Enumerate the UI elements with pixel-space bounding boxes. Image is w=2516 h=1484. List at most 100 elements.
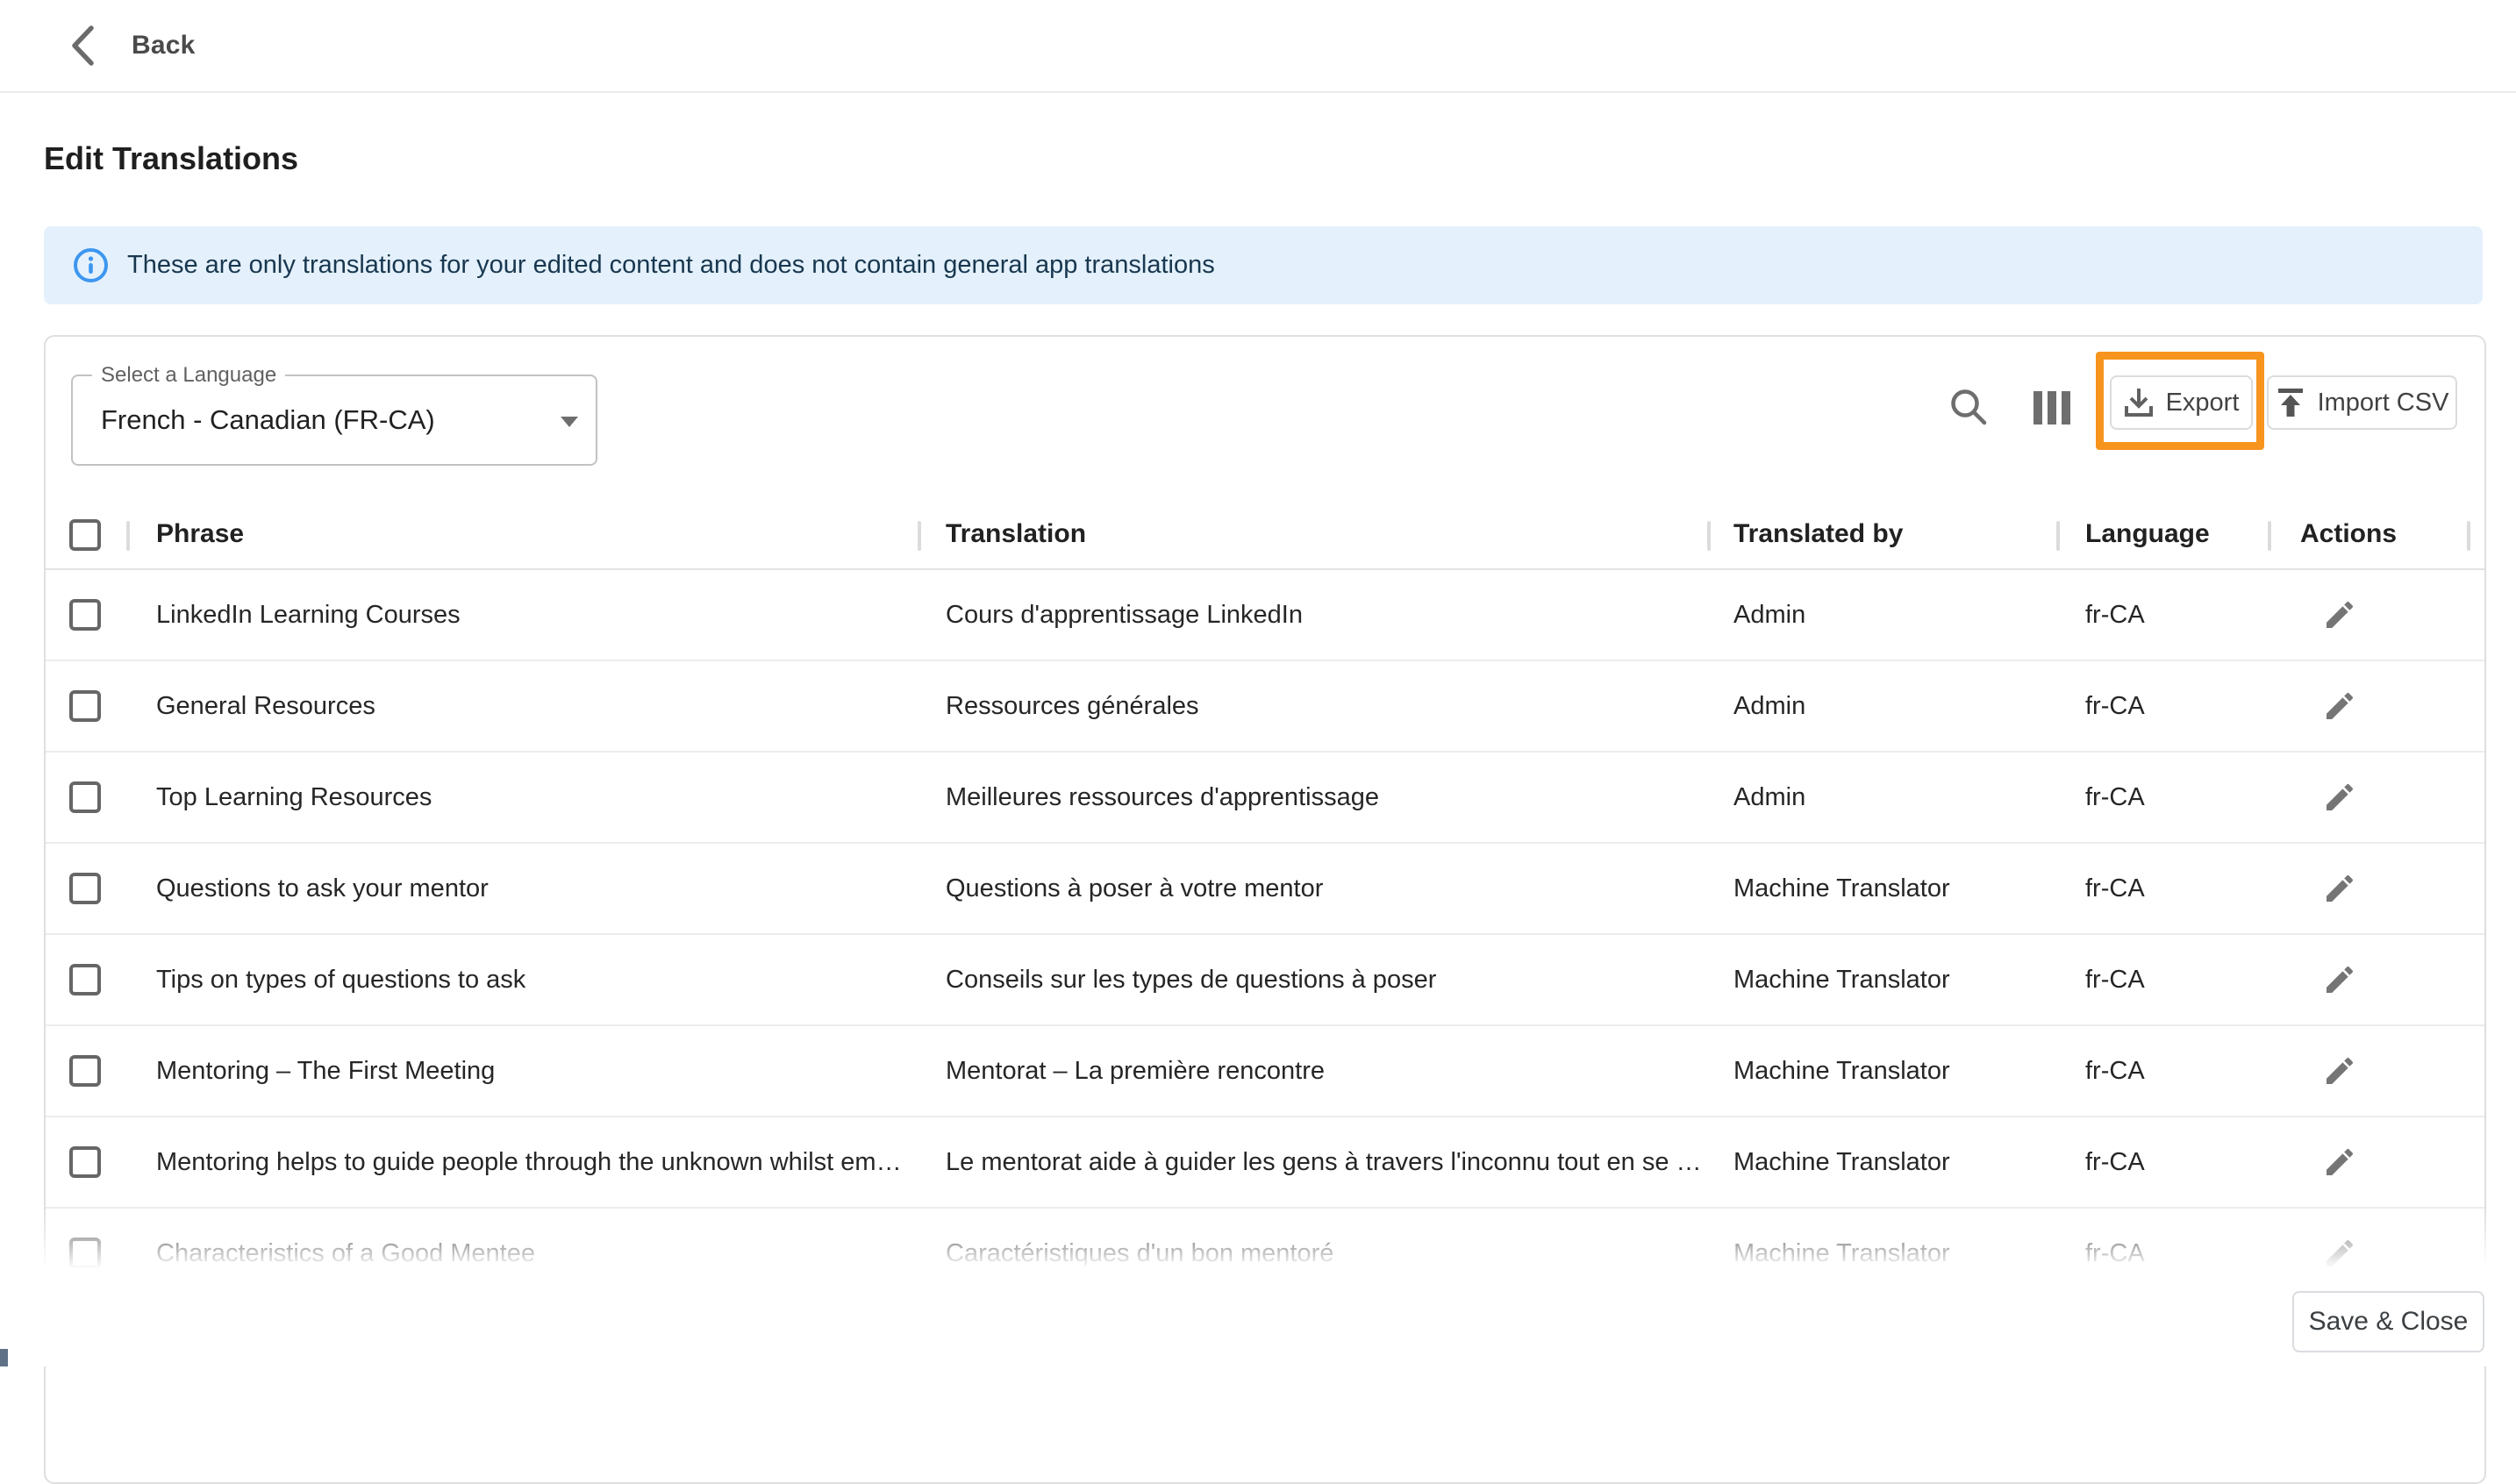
row-checkbox-cell (69, 753, 101, 842)
export-button[interactable]: Export (2110, 375, 2253, 430)
row-checkbox-cell (69, 844, 101, 933)
row-checkbox[interactable] (69, 781, 101, 813)
select-all-checkbox[interactable] (69, 519, 101, 551)
header-translated-by: Translated by (1733, 519, 1904, 548)
table-header: Phrase Translation Translated by Languag… (46, 500, 2484, 570)
row-checkbox[interactable] (69, 1146, 101, 1178)
back-label: Back (132, 31, 196, 60)
pencil-icon (2327, 692, 2354, 719)
import-csv-button[interactable]: Import CSV (2267, 375, 2457, 430)
save-close-button[interactable]: Save & Close (2292, 1291, 2484, 1352)
cell-phrase: Questions to ask your mentor (156, 874, 489, 903)
row-checkbox[interactable] (69, 964, 101, 995)
cell-language: fr-CA (2085, 600, 2145, 629)
corner-artifact (0, 1349, 8, 1366)
table-row: Mentoring helps to guide people through … (46, 1117, 2484, 1209)
edit-row-button[interactable] (2319, 1026, 2360, 1116)
download-icon (2124, 389, 2153, 417)
pencil-icon (2327, 966, 2354, 993)
table-row: Questions to ask your mentor Questions à… (46, 844, 2484, 935)
table-row: Tips on types of questions to ask Consei… (46, 935, 2484, 1026)
cell-translation: Le mentorat aide à guider les gens à tra… (946, 1147, 1702, 1176)
header-actions: Actions (2300, 519, 2398, 548)
search-icon[interactable] (1948, 386, 1990, 428)
cell-translated-by: Admin (1733, 782, 1806, 811)
header-translation: Translation (946, 519, 1087, 548)
back-button[interactable]: Back (0, 25, 196, 66)
edit-row-button[interactable] (2319, 570, 2360, 660)
chevron-down-icon (561, 417, 578, 427)
cell-translated-by: Admin (1733, 600, 1806, 629)
upload-icon (2277, 389, 2303, 417)
row-checkbox-cell (69, 1117, 101, 1207)
cell-phrase: Top Learning Resources (156, 782, 432, 811)
table-body: LinkedIn Learning Courses Cours d'appren… (46, 570, 2484, 1300)
table-row: LinkedIn Learning Courses Cours d'appren… (46, 570, 2484, 661)
cell-translated-by: Admin (1733, 691, 1806, 720)
cell-phrase: Mentoring helps to guide people through … (156, 1147, 902, 1176)
row-checkbox[interactable] (69, 690, 101, 722)
columns-icon[interactable] (2034, 391, 2072, 425)
cell-language: fr-CA (2085, 874, 2145, 903)
language-select-label: Select a Language (92, 363, 286, 388)
language-select[interactable]: Select a Language French - Canadian (FR-… (71, 363, 597, 466)
row-checkbox[interactable] (69, 599, 101, 631)
cell-phrase: Mentoring – The First Meeting (156, 1056, 496, 1085)
pencil-icon (2327, 601, 2354, 628)
info-icon (74, 248, 108, 282)
edit-row-button[interactable] (2319, 1117, 2360, 1207)
column-divider (2268, 521, 2271, 551)
cell-phrase: LinkedIn Learning Courses (156, 600, 461, 629)
pencil-icon (2327, 1057, 2354, 1084)
row-checkbox-cell (69, 935, 101, 1024)
cell-translation: Mentorat – La première rencontre (946, 1056, 1325, 1085)
row-checkbox-cell (69, 661, 101, 751)
column-divider (2467, 521, 2470, 551)
cell-language: fr-CA (2085, 965, 2145, 994)
top-bar: Back (0, 0, 2516, 93)
column-divider (2056, 521, 2060, 551)
chevron-left-icon (72, 25, 94, 66)
cell-language: fr-CA (2085, 691, 2145, 720)
cell-language: fr-CA (2085, 1056, 2145, 1085)
row-checkbox[interactable] (69, 873, 101, 904)
cell-translation: Conseils sur les types de questions à po… (946, 965, 1437, 994)
edit-row-button[interactable] (2319, 844, 2360, 933)
pencil-icon (2327, 783, 2354, 810)
pencil-icon (2327, 1148, 2354, 1175)
cell-translated-by: Machine Translator (1733, 1056, 1950, 1085)
edit-row-button[interactable] (2319, 661, 2360, 751)
row-checkbox[interactable] (69, 1055, 101, 1087)
table-row: Mentoring – The First Meeting Mentorat –… (46, 1026, 2484, 1117)
cell-translation: Meilleures ressources d'apprentissage (946, 782, 1379, 811)
language-select-value: French - Canadian (FR-CA) (101, 404, 435, 435)
column-divider (1707, 521, 1711, 551)
cell-translation: Cours d'apprentissage LinkedIn (946, 600, 1303, 629)
table-row: General Resources Ressources générales A… (46, 661, 2484, 753)
pencil-icon (2327, 874, 2354, 902)
cell-phrase: General Resources (156, 691, 375, 720)
cell-translation: Ressources générales (946, 691, 1199, 720)
edit-row-button[interactable] (2319, 753, 2360, 842)
cell-translation: Questions à poser à votre mentor (946, 874, 1324, 903)
row-checkbox-cell (69, 570, 101, 660)
cell-translated-by: Machine Translator (1733, 965, 1950, 994)
footer-bar: Save & Close (0, 1209, 2516, 1366)
cell-translated-by: Machine Translator (1733, 1147, 1950, 1176)
column-divider (126, 521, 130, 551)
column-divider (918, 521, 921, 551)
page-title: Edit Translations (44, 140, 299, 176)
import-csv-label: Import CSV (2317, 388, 2449, 417)
cell-phrase: Tips on types of questions to ask (156, 965, 526, 994)
cell-language: fr-CA (2085, 1147, 2145, 1176)
row-checkbox-cell (69, 1026, 101, 1116)
cell-translated-by: Machine Translator (1733, 874, 1950, 903)
cell-language: fr-CA (2085, 782, 2145, 811)
info-banner-text: These are only translations for your edi… (127, 251, 1215, 279)
header-language: Language (2085, 519, 2210, 548)
header-phrase: Phrase (156, 519, 245, 548)
edit-row-button[interactable] (2319, 935, 2360, 1024)
info-banner: These are only translations for your edi… (44, 226, 2483, 304)
export-label: Export (2165, 388, 2240, 417)
table-row: Top Learning Resources Meilleures ressou… (46, 753, 2484, 844)
